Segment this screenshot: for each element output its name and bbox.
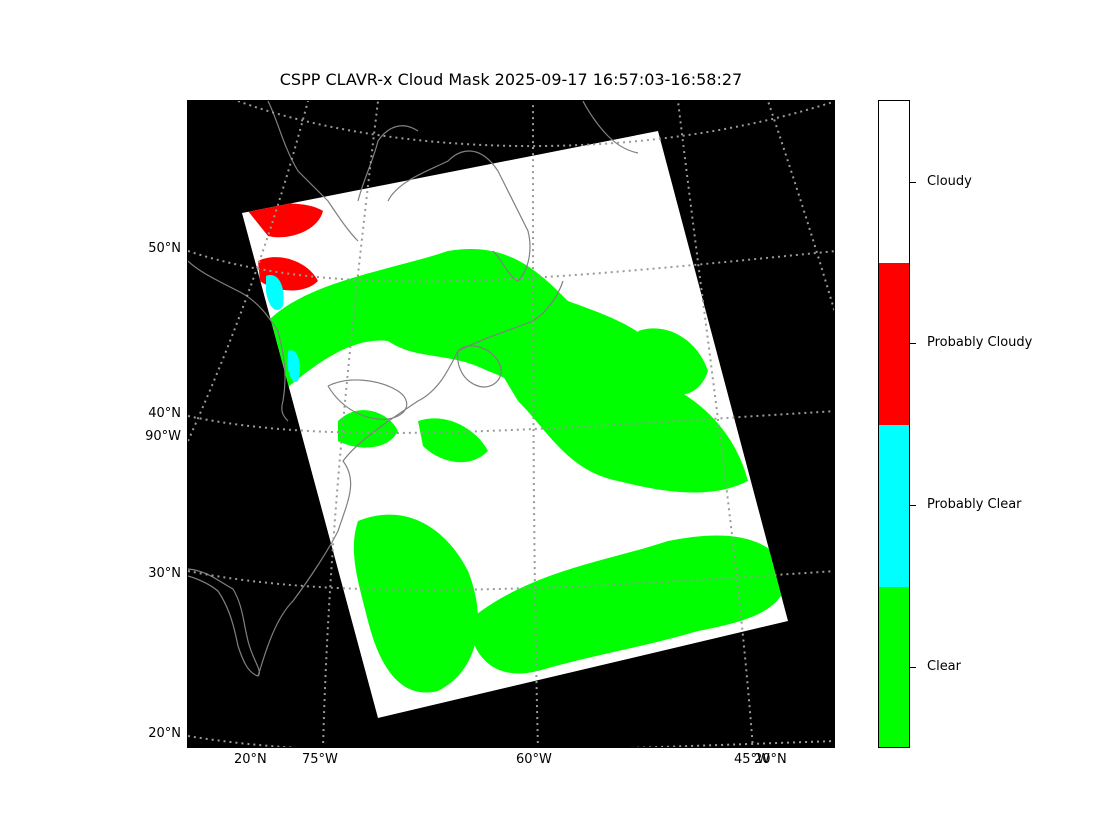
- satellite-swath: [242, 131, 788, 718]
- parallel-20n: [188, 735, 834, 747]
- clear-region-east: [638, 328, 708, 395]
- parallel-60n: [237, 101, 834, 148]
- lat-label-40n: 40°N: [148, 406, 181, 421]
- meridian-30w: [767, 101, 834, 313]
- clear-region-south-west: [353, 514, 478, 693]
- cloud-mask-map: [188, 101, 834, 747]
- hudson-bay-coast: [267, 101, 359, 242]
- colorbar-tick-clear: [910, 667, 916, 668]
- meridian-60w: [532, 101, 539, 747]
- colorbar-tick-cloudy: [910, 182, 916, 183]
- cloud-mask-regions: [248, 203, 788, 693]
- map-panel: [187, 100, 835, 748]
- colorbar-segment-clear: [879, 587, 909, 747]
- clear-region-scatter-2: [418, 418, 488, 463]
- bottom-label-75w: 75°W: [302, 752, 338, 767]
- colorbar-label-clear: Clear: [927, 659, 961, 674]
- map-title: CSPP CLAVR-x Cloud Mask 2025-09-17 16:57…: [279, 70, 743, 89]
- colorbar-segment-probably-clear: [879, 425, 909, 587]
- great-lakes-outline: [327, 379, 408, 420]
- lat-label-20n: 20°N: [148, 726, 181, 741]
- parallel-50n: [188, 250, 834, 283]
- lat-label-50n: 50°N: [148, 241, 181, 256]
- us-atlantic-coastline: [257, 280, 564, 677]
- colorbar-label-probably-clear: Probably Clear: [927, 497, 1022, 512]
- probably-clear-region-west: [266, 275, 284, 311]
- lat-label-30n: 30°N: [148, 566, 181, 581]
- coastlines: [188, 101, 639, 677]
- colorbar-label-probably-cloudy: Probably Cloudy: [927, 335, 1033, 350]
- probably-cloudy-region-nw: [248, 203, 323, 238]
- clear-region-mid: [488, 342, 748, 493]
- meridian-45w: [677, 101, 754, 747]
- meridian-75w: [322, 101, 379, 747]
- colorbar-tick-probably-cloudy: [910, 343, 916, 344]
- colorbar-label-cloudy: Cloudy: [927, 174, 972, 189]
- colorbar: [878, 100, 910, 748]
- canadian-coastline-west: [188, 260, 289, 422]
- greenland-coastline: [582, 101, 639, 154]
- lon-label-90w: 90°W: [145, 429, 181, 444]
- colorbar-segment-probably-cloudy: [879, 263, 909, 425]
- bottom-label-45w: 45°W: [734, 752, 770, 767]
- bottom-label-20n-left: 20°N: [234, 752, 267, 767]
- colorbar-segment-cloudy: [879, 101, 909, 263]
- bottom-label-20n-right: 20°N: [754, 752, 787, 767]
- clear-region-south-east: [468, 535, 788, 674]
- meridian-90w: [188, 101, 309, 442]
- probably-clear-region-coast: [287, 350, 300, 382]
- labrador-coastline: [387, 150, 531, 282]
- colorbar-tick-probably-clear: [910, 505, 916, 506]
- parallel-30n: [188, 570, 834, 591]
- bottom-label-60w: 60°W: [516, 752, 552, 767]
- us-east-coastline: [188, 568, 260, 677]
- hudson-strait-coast: [357, 125, 419, 202]
- graticule: [188, 101, 834, 747]
- gulf-of-st-lawrence: [457, 345, 502, 388]
- parallel-40n: [188, 410, 834, 434]
